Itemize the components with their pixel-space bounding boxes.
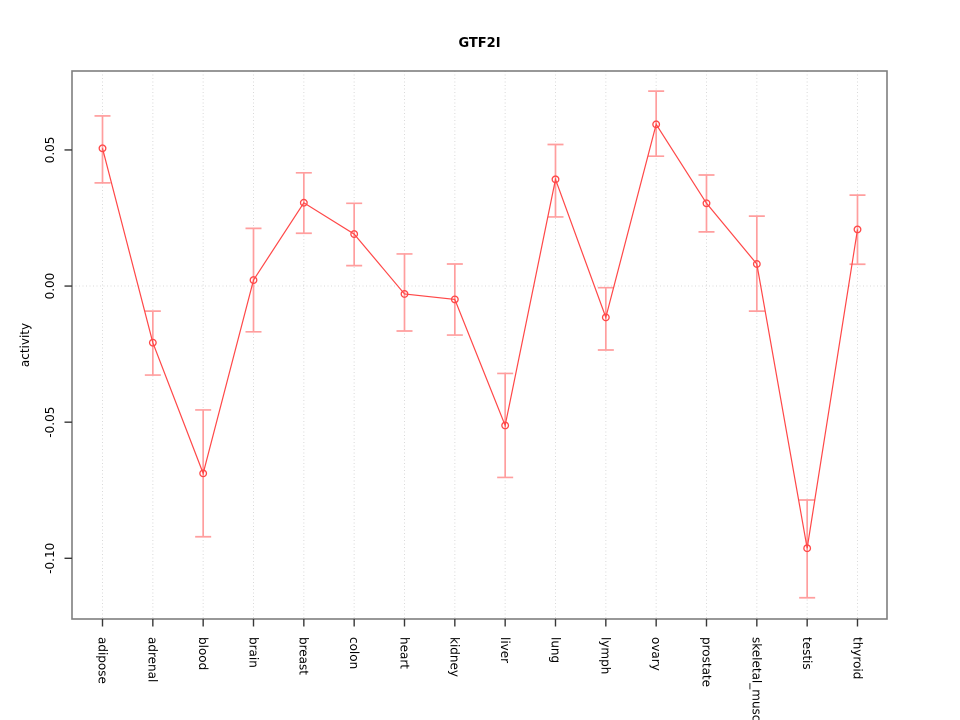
x-tick-label-breast: breast	[297, 637, 311, 675]
data-point-colon	[350, 230, 359, 239]
x-tick-label-ovary: ovary	[649, 637, 663, 671]
plot-box	[71, 70, 888, 620]
x-tick-label-thyroid: thyroid	[850, 637, 864, 679]
x-tick-label-prostate: prostate	[699, 637, 713, 687]
x-tick-label-testis: testis	[800, 637, 814, 670]
data-point-liver	[501, 421, 510, 430]
data-point-breast	[299, 198, 308, 207]
x-tick-label-lymph: lymph	[599, 637, 613, 674]
y-tick-label: 0.05	[43, 137, 57, 164]
x-tick-label-lung: lung	[548, 637, 562, 663]
data-point-blood	[199, 469, 208, 478]
x-tick-label-adrenal: adrenal	[146, 637, 160, 682]
y-tick-label: -0.10	[43, 543, 57, 574]
data-point-brain	[249, 276, 258, 285]
data-point-ovary	[652, 120, 661, 129]
x-tick-label-brain: brain	[246, 637, 260, 668]
data-point-skeletal_muscle	[752, 260, 761, 268]
data-point-heart	[400, 290, 409, 298]
x-tick-label-colon: colon	[347, 637, 361, 669]
data-point-prostate	[702, 199, 711, 208]
y-tick-label: -0.05	[43, 407, 57, 438]
x-tick-label-heart: heart	[397, 637, 411, 669]
data-point-thyroid	[853, 225, 862, 234]
x-tick-label-adipose: adipose	[95, 637, 109, 684]
data-point-lymph	[601, 313, 610, 322]
series-line	[101, 122, 859, 549]
data-point-lung	[551, 175, 560, 184]
x-tick-label-kidney: kidney	[448, 637, 462, 677]
y-axis-title: activity	[18, 323, 32, 367]
x-tick-label-blood: blood	[196, 637, 210, 670]
x-tick-label-skeletal_muscle: skeletal_muscle	[750, 637, 764, 720]
data-point-testis	[803, 544, 812, 553]
y-tick-label: 0.00	[43, 273, 57, 300]
data-point-adipose	[98, 144, 107, 153]
chart-title: GTF2I	[458, 36, 500, 51]
data-point-kidney	[450, 295, 459, 304]
x-tick-label-liver: liver	[498, 637, 512, 663]
data-point-adrenal	[148, 338, 157, 347]
